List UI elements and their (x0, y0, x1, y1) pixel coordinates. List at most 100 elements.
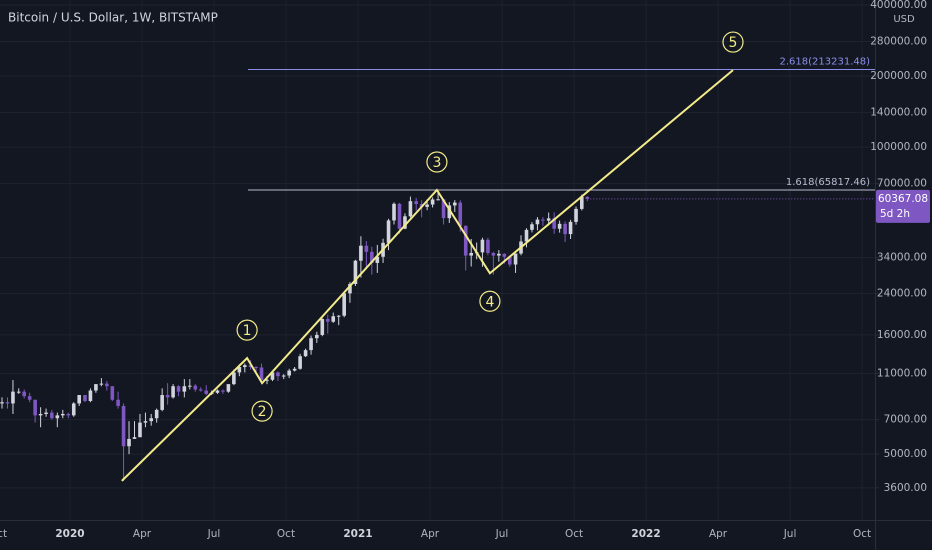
wave-label-circle (236, 319, 258, 341)
candle-body (425, 204, 429, 207)
candle-body (160, 395, 164, 410)
candle-body (5, 402, 10, 404)
fib-level-label: 2.618(213231.48) (779, 56, 870, 67)
y-tick-label: 7000.00 (884, 414, 927, 426)
candle-body (579, 196, 584, 209)
candle-body (309, 338, 313, 351)
candle-body (458, 202, 463, 226)
candle-body (50, 412, 54, 419)
candle-body (348, 283, 352, 294)
candle-body (408, 201, 413, 217)
fib-level-label: 1.618(65817.46) (786, 177, 870, 188)
candle-body (287, 370, 291, 376)
candle-body (469, 252, 473, 256)
x-tick-label: Jul (207, 528, 221, 540)
y-tick-label: 70000.00 (877, 178, 927, 190)
last-price-label: 60367.08 (878, 193, 928, 205)
candle-body (436, 199, 440, 201)
x-tick-label: 2022 (631, 528, 660, 540)
candle-body (237, 367, 242, 373)
wave-label: 4 (485, 294, 494, 310)
candle-body (204, 390, 209, 394)
wave-label: 1 (243, 323, 252, 339)
candle-body (259, 367, 264, 381)
candle-body (226, 384, 231, 392)
candle-body (480, 239, 485, 253)
candle-body (132, 437, 137, 439)
candle-body (243, 365, 247, 368)
candle-body (27, 396, 32, 400)
candle-body (370, 251, 374, 263)
candle-body (546, 218, 551, 221)
candle-body (265, 379, 269, 381)
y-tick-label: 34000.00 (877, 252, 927, 264)
candle-body (535, 219, 540, 225)
candle-body (447, 205, 452, 219)
candle-body (342, 293, 346, 316)
candle-body (497, 253, 501, 256)
candle-body (16, 391, 21, 393)
candle-body (292, 368, 297, 371)
candle-body (507, 256, 512, 265)
candle-body (441, 199, 446, 219)
candle-body (198, 389, 203, 391)
candle-body (221, 390, 225, 392)
candle-body (303, 350, 308, 357)
candle-body (276, 372, 280, 377)
candle-body (105, 383, 109, 387)
axes: 400000.00 280000.00 200000.00 140000.00 1000… (0, 0, 930, 540)
wave-label-circle (251, 400, 273, 422)
y-tick-label: 16000.00 (877, 329, 927, 341)
candle-body (138, 422, 142, 438)
candle-body (88, 390, 93, 401)
y-tick-label: 400000.00 (870, 0, 927, 11)
wave-label: 2 (258, 404, 267, 420)
candle-body (530, 224, 534, 230)
candle-body (215, 390, 220, 393)
plot-area: 1.618(65817.46) 2.618(213231.48) 1 2 3 4 5 (0, 0, 875, 520)
candle-body (127, 438, 131, 447)
candle-body (33, 399, 37, 416)
candle-body (154, 409, 159, 419)
wave-line (121, 69, 734, 482)
candle-body (22, 391, 26, 397)
candle-body (325, 318, 330, 322)
x-tick-label: Oct (0, 528, 7, 540)
candle-body (364, 245, 369, 252)
candle-body (270, 372, 275, 380)
x-tick-label: Oct (277, 528, 295, 540)
wave-label: 3 (432, 155, 441, 171)
candle-body (320, 318, 325, 335)
candle-body (331, 316, 336, 322)
x-tick-label: 2021 (343, 528, 372, 540)
candle-body (524, 229, 529, 242)
x-tick-label: Jul (783, 528, 797, 540)
countdown-label: 5d 2h (880, 208, 910, 220)
candle-body (60, 413, 65, 416)
candle-body (143, 421, 148, 423)
candle-body (99, 383, 104, 385)
candle-body (486, 239, 490, 253)
x-tick-label: Jul (495, 528, 509, 540)
candle-body (11, 391, 15, 404)
candle-body (430, 199, 435, 205)
candle-body (77, 395, 82, 404)
candle-body (83, 395, 87, 401)
candle-body (502, 253, 507, 257)
y-tick-label: 280000.00 (870, 36, 927, 48)
candle-body (336, 315, 341, 317)
y-tick-label: 5000.00 (884, 448, 927, 460)
y-tick-label: 24000.00 (877, 287, 927, 299)
candle-body (359, 245, 363, 261)
candle-body (397, 203, 402, 229)
candle-body (463, 225, 468, 256)
candle-body (574, 208, 578, 222)
candle-body (386, 220, 391, 243)
x-tick-label: Apr (421, 528, 440, 540)
candle-body (353, 260, 358, 284)
candle-body (94, 384, 98, 391)
candle-body (585, 196, 590, 199)
candle-body (452, 202, 457, 206)
wave-label-circle (479, 290, 501, 312)
